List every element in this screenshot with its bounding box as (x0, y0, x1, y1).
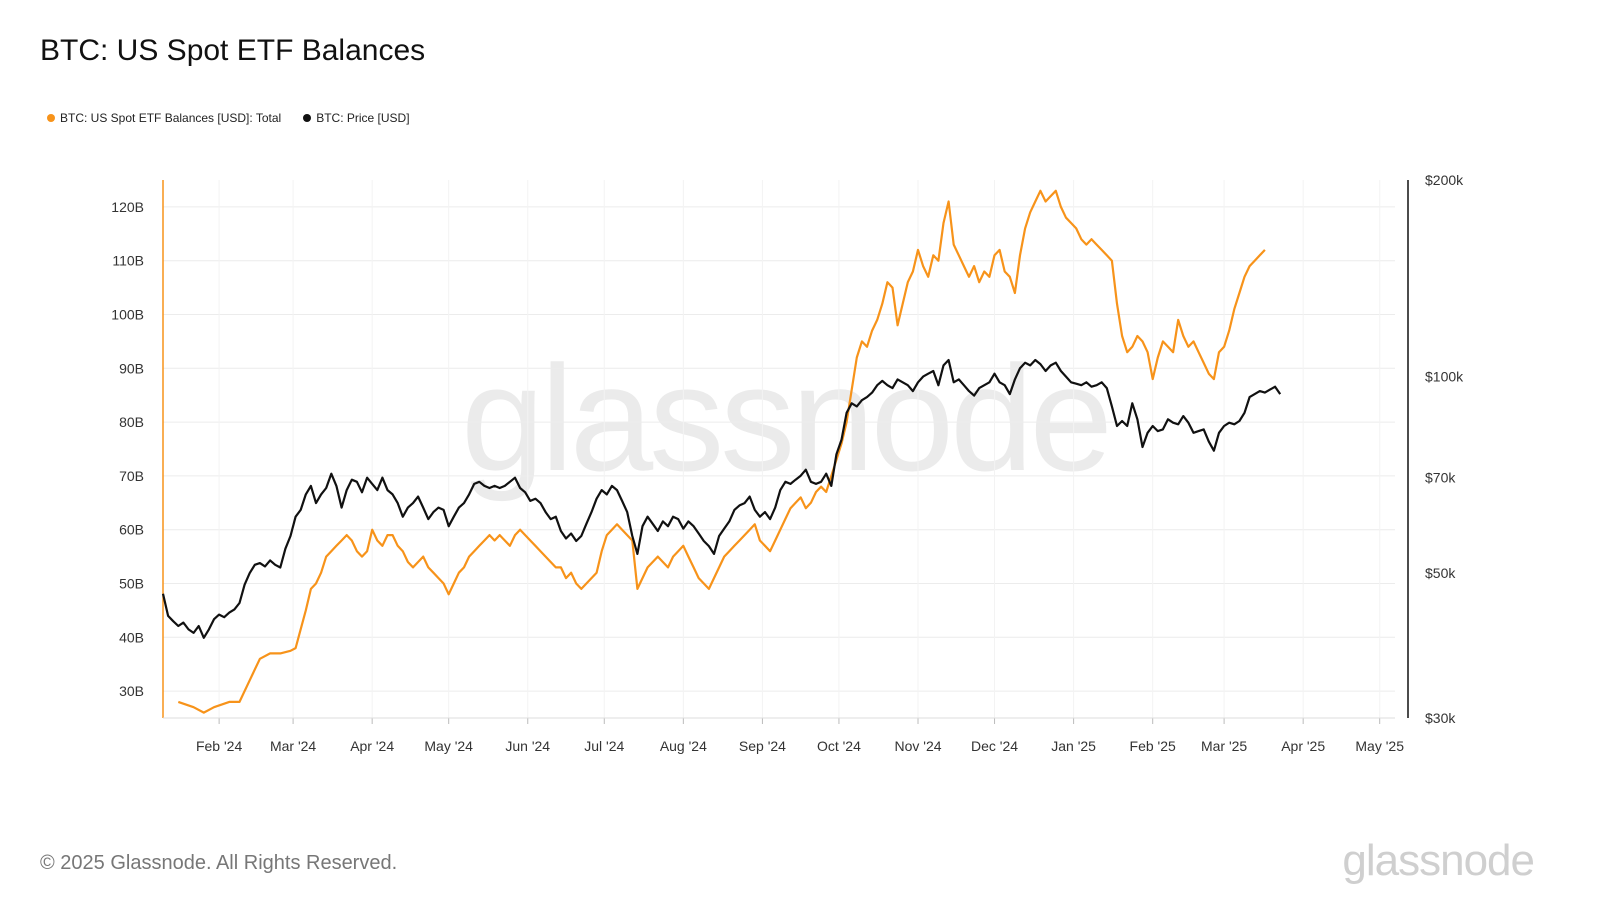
chart-legend: BTC: US Spot ETF Balances [USD]: Total B… (47, 111, 410, 125)
right-tick-label: $50k (1425, 565, 1456, 581)
legend-dot-orange-icon (47, 114, 55, 122)
left-tick-label: 30B (119, 683, 144, 699)
x-tick-label: Oct '24 (817, 738, 861, 754)
left-tick-label: 90B (119, 360, 144, 376)
left-tick-label: 110B (112, 253, 144, 269)
left-tick-label: 100B (111, 307, 144, 323)
left-tick-label: 70B (119, 468, 144, 484)
copyright-text: © 2025 Glassnode. All Rights Reserved. (40, 852, 398, 874)
right-tick-label: $30k (1425, 710, 1456, 726)
series-etf-balances-line (177, 189, 1266, 714)
x-tick-label: Feb '25 (1130, 738, 1176, 754)
legend-dot-black-icon (303, 114, 312, 122)
x-tick-label: May '24 (424, 738, 473, 754)
series-btc-price-line (161, 358, 1282, 639)
right-tick-label: $200k (1425, 172, 1464, 188)
x-tick-label: Mar '24 (270, 738, 316, 754)
legend-item-etf-balances[interactable]: BTC: US Spot ETF Balances [USD]: Total (47, 111, 281, 125)
left-tick-label: 50B (119, 576, 144, 592)
x-tick-label: Aug '24 (660, 738, 707, 754)
left-tick-label: 80B (119, 414, 144, 430)
x-tick-label: May '25 (1355, 738, 1404, 754)
x-tick-label: Apr '25 (1281, 738, 1325, 754)
chart-title: BTC: US Spot ETF Balances (40, 34, 426, 67)
axes: 30B 40B 50B 60B 70B 80B 90B 100B 110B 120B $30k $50… (111, 172, 1464, 754)
x-tick-label: Mar '25 (1201, 738, 1247, 754)
x-tick-label: Jun '24 (505, 738, 550, 754)
legend-item-btc-price[interactable]: BTC: Price [USD] (303, 111, 410, 125)
left-tick-label: 60B (119, 522, 144, 538)
x-tick-label: Apr '24 (350, 738, 394, 754)
glassnode-logo: glassnode (1342, 836, 1535, 885)
x-tick-label: Jan '25 (1051, 738, 1096, 754)
legend-label-etf-balances: BTC: US Spot ETF Balances [USD]: Total (60, 111, 282, 125)
right-tick-label: $100k (1425, 369, 1464, 385)
x-tick-label: Dec '24 (971, 738, 1018, 754)
series-lines (161, 189, 1282, 714)
left-tick-label: 40B (119, 629, 144, 645)
right-tick-label: $70k (1425, 470, 1456, 486)
grid-lines (163, 180, 1395, 718)
x-tick-label: Jul '24 (584, 738, 624, 754)
glassnode-watermark: glassnode (461, 334, 1109, 502)
x-tick-label: Sep '24 (739, 738, 786, 754)
x-tick-label: Feb '24 (196, 738, 242, 754)
legend-label-btc-price: BTC: Price [USD] (316, 111, 410, 125)
left-tick-label: 120B (111, 199, 144, 215)
x-tick-label: Nov '24 (894, 738, 941, 754)
